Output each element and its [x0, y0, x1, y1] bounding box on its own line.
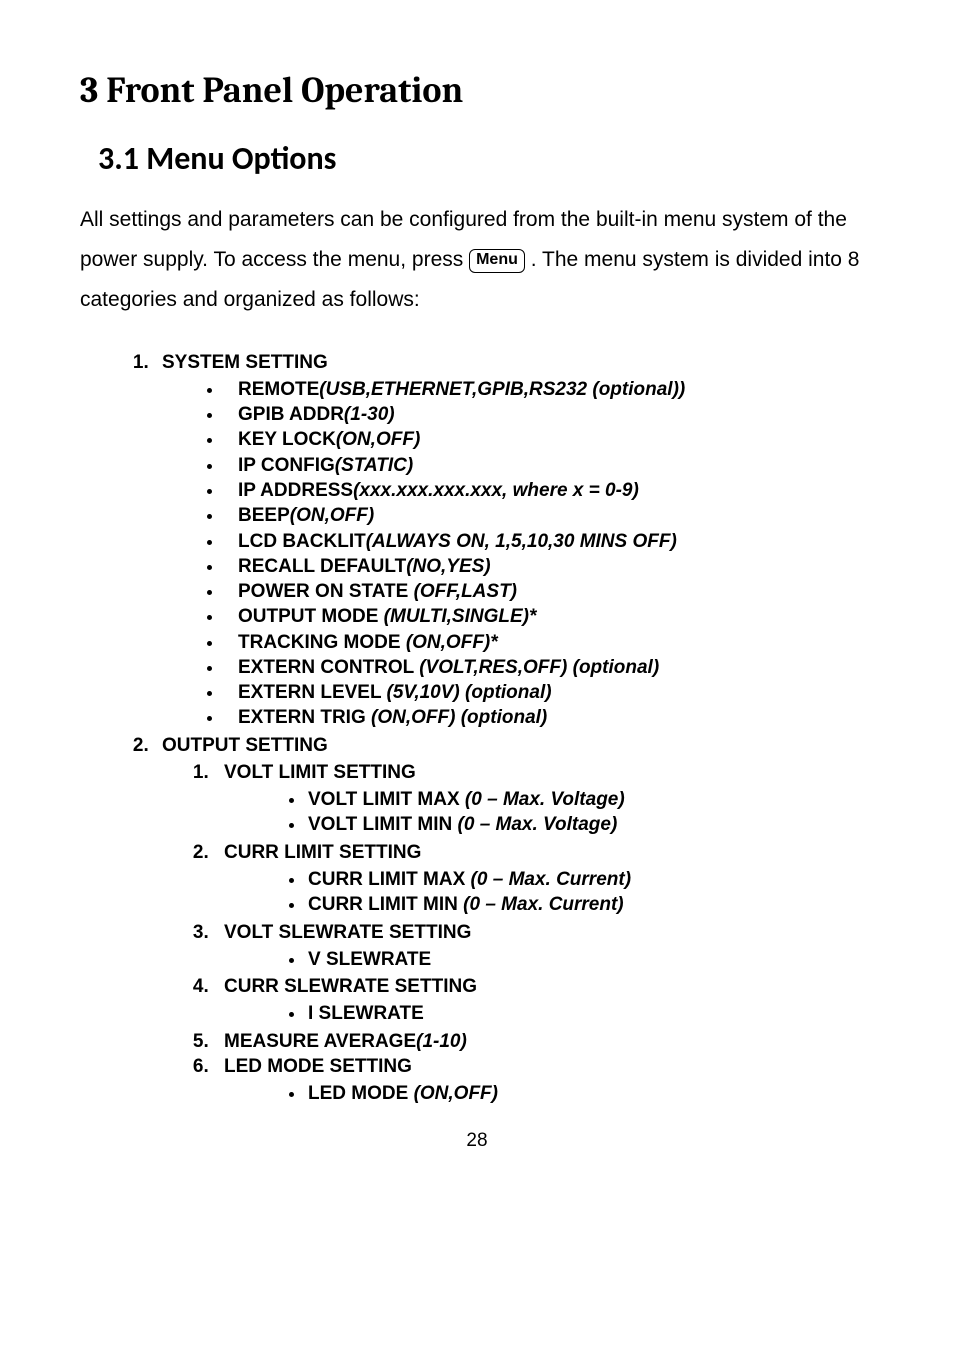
menu-item-name: GPIB ADDR: [238, 404, 344, 425]
menu-item-name: REMOTE: [238, 379, 319, 400]
menu-item-opts: (5V,10V) (optional): [387, 682, 552, 703]
menu-subitem: VOLT LIMIT MIN (0 – Max. Voltage): [306, 812, 874, 837]
menu-item: RECALL DEFAULT(NO,YES): [224, 554, 874, 579]
menu-item: EXTERN CONTROL (VOLT,RES,OFF) (optional): [224, 655, 874, 680]
menu-subcategory-title: CURR LIMIT SETTING: [224, 842, 421, 863]
menu-subcategory-title: CURR SLEWRATE SETTING: [224, 976, 477, 997]
menu-item-opts: (ON,OFF): [336, 429, 420, 450]
menu-subitem-name: CURR LIMIT MAX: [308, 869, 471, 890]
menu-item-name: KEY LOCK: [238, 429, 336, 450]
menu-item-name: TRACKING MODE: [238, 632, 406, 653]
menu-subcategory-title: VOLT SLEWRATE SETTING: [224, 922, 471, 943]
menu-subitem-name: V SLEWRATE: [308, 949, 431, 970]
menu-subcategory: VOLT SLEWRATE SETTING V SLEWRATE: [214, 920, 874, 973]
page-number: 28: [80, 1130, 874, 1152]
menu-item: EXTERN LEVEL (5V,10V) (optional): [224, 680, 874, 705]
menu-item-opts: (1-30): [344, 404, 395, 425]
menu-item: GPIB ADDR(1-30): [224, 402, 874, 427]
menu-item: IP ADDRESS(xxx.xxx.xxx.xxx, where x = 0-…: [224, 478, 874, 503]
menu-item: KEY LOCK(ON,OFF): [224, 427, 874, 452]
menu-item-opts: (OFF,LAST): [414, 581, 517, 602]
menu-subcategory: VOLT LIMIT SETTING VOLT LIMIT MAX (0 – Ma…: [214, 760, 874, 838]
menu-item-opts: (xxx.xxx.xxx.xxx, where x = 0-9): [353, 480, 639, 501]
menu-category: OUTPUT SETTINGVOLT LIMIT SETTINGVOLT LIM…: [154, 733, 874, 1107]
menu-subcategory: LED MODE SETTING LED MODE (ON,OFF): [214, 1054, 874, 1107]
menu-item-list: REMOTE(USB,ETHERNET,GPIB,RS232 (optional…: [162, 377, 874, 731]
menu-subitem-opts: (0 – Max. Voltage): [465, 789, 625, 810]
menu-item-opts: (MULTI,SINGLE)*: [384, 606, 537, 627]
menu-subitem: V SLEWRATE: [306, 947, 874, 972]
menu-item-opts: (ON,OFF): [290, 505, 374, 526]
menu-item-opts: (VOLT,RES,OFF) (optional): [419, 657, 659, 678]
menu-subitem-list: VOLT LIMIT MAX (0 – Max. Voltage)VOLT LI…: [224, 787, 874, 838]
menu-item: BEEP(ON,OFF): [224, 503, 874, 528]
menu-item-name: OUTPUT MODE: [238, 606, 384, 627]
menu-subcategory-title: VOLT LIMIT SETTING: [224, 762, 416, 783]
menu-item-opts: (NO,YES): [406, 556, 490, 577]
menu-subitem-name: I SLEWRATE: [308, 1003, 424, 1024]
menu-key: Menu: [469, 249, 525, 273]
menu-root-list: SYSTEM SETTINGREMOTE(USB,ETHERNET,GPIB,R…: [80, 350, 874, 1107]
menu-item: POWER ON STATE (OFF,LAST): [224, 579, 874, 604]
menu-subitem-list: CURR LIMIT MAX (0 – Max. Current)CURR LI…: [224, 867, 874, 918]
menu-subcategory: CURR LIMIT SETTING CURR LIMIT MAX (0 – Ma…: [214, 840, 874, 918]
menu-item-name: RECALL DEFAULT: [238, 556, 406, 577]
menu-subitem-opts: (ON,OFF): [414, 1083, 498, 1104]
menu-item-name: IP CONFIG: [238, 455, 335, 476]
menu-item-opts: (ALWAYS ON, 1,5,10,30 MINS OFF): [366, 531, 677, 552]
menu-item-opts: (ON,OFF)*: [406, 632, 498, 653]
menu-item-name: BEEP: [238, 505, 290, 526]
chapter-title: 3 Front Panel Operation: [80, 70, 874, 111]
section-title: 3.1 Menu Options: [98, 139, 874, 178]
menu-subcategory-title: MEASURE AVERAGE: [224, 1031, 416, 1052]
menu-subitem-name: CURR LIMIT MIN: [308, 894, 463, 915]
menu-item-name: LCD BACKLIT: [238, 531, 366, 552]
menu-subitem: CURR LIMIT MIN (0 – Max. Current): [306, 892, 874, 917]
menu-subitem-list: I SLEWRATE: [224, 1001, 874, 1026]
intro-paragraph: All settings and parameters can be confi…: [80, 200, 874, 320]
menu-subitem: VOLT LIMIT MAX (0 – Max. Voltage): [306, 787, 874, 812]
menu-subitem-name: VOLT LIMIT MAX: [308, 789, 465, 810]
menu-subitem-name: VOLT LIMIT MIN: [308, 814, 458, 835]
menu-item-name: IP ADDRESS: [238, 480, 353, 501]
menu-item-name: EXTERN CONTROL: [238, 657, 419, 678]
menu-item: IP CONFIG(STATIC): [224, 453, 874, 478]
menu-subcategory-title: LED MODE SETTING: [224, 1056, 412, 1077]
menu-subcategory: MEASURE AVERAGE(1-10): [214, 1029, 874, 1054]
menu-item-opts: (STATIC): [335, 455, 413, 476]
menu-item: TRACKING MODE (ON,OFF)*: [224, 630, 874, 655]
menu-subitem-opts: (0 – Max. Current): [471, 869, 631, 890]
menu-subcategory: CURR SLEWRATE SETTING I SLEWRATE: [214, 974, 874, 1027]
menu-item: LCD BACKLIT(ALWAYS ON, 1,5,10,30 MINS OF…: [224, 529, 874, 554]
menu-subitem: I SLEWRATE: [306, 1001, 874, 1026]
menu-item-name: EXTERN LEVEL: [238, 682, 387, 703]
menu-subcategory-list: VOLT LIMIT SETTING VOLT LIMIT MAX (0 – Ma…: [162, 760, 874, 1106]
menu-subcategory-opts: (1-10): [416, 1031, 467, 1052]
menu-subitem-name: LED MODE: [308, 1083, 414, 1104]
menu-subitem: LED MODE (ON,OFF): [306, 1081, 874, 1106]
menu-item-opts: (USB,ETHERNET,GPIB,RS232 (optional)): [319, 379, 685, 400]
menu-subitem-list: LED MODE (ON,OFF): [224, 1081, 874, 1106]
menu-item: REMOTE(USB,ETHERNET,GPIB,RS232 (optional…: [224, 377, 874, 402]
menu-subitem-opts: (0 – Max. Current): [463, 894, 623, 915]
menu-subitem-opts: (0 – Max. Voltage): [458, 814, 618, 835]
menu-item: EXTERN TRIG (ON,OFF) (optional): [224, 705, 874, 730]
menu-category: SYSTEM SETTINGREMOTE(USB,ETHERNET,GPIB,R…: [154, 350, 874, 731]
menu-item: OUTPUT MODE (MULTI,SINGLE)*: [224, 604, 874, 629]
menu-subitem-list: V SLEWRATE: [224, 947, 874, 972]
menu-item-name: POWER ON STATE: [238, 581, 414, 602]
menu-subitem: CURR LIMIT MAX (0 – Max. Current): [306, 867, 874, 892]
menu-item-name: EXTERN TRIG: [238, 707, 371, 728]
menu-item-opts: (ON,OFF) (optional): [371, 707, 547, 728]
